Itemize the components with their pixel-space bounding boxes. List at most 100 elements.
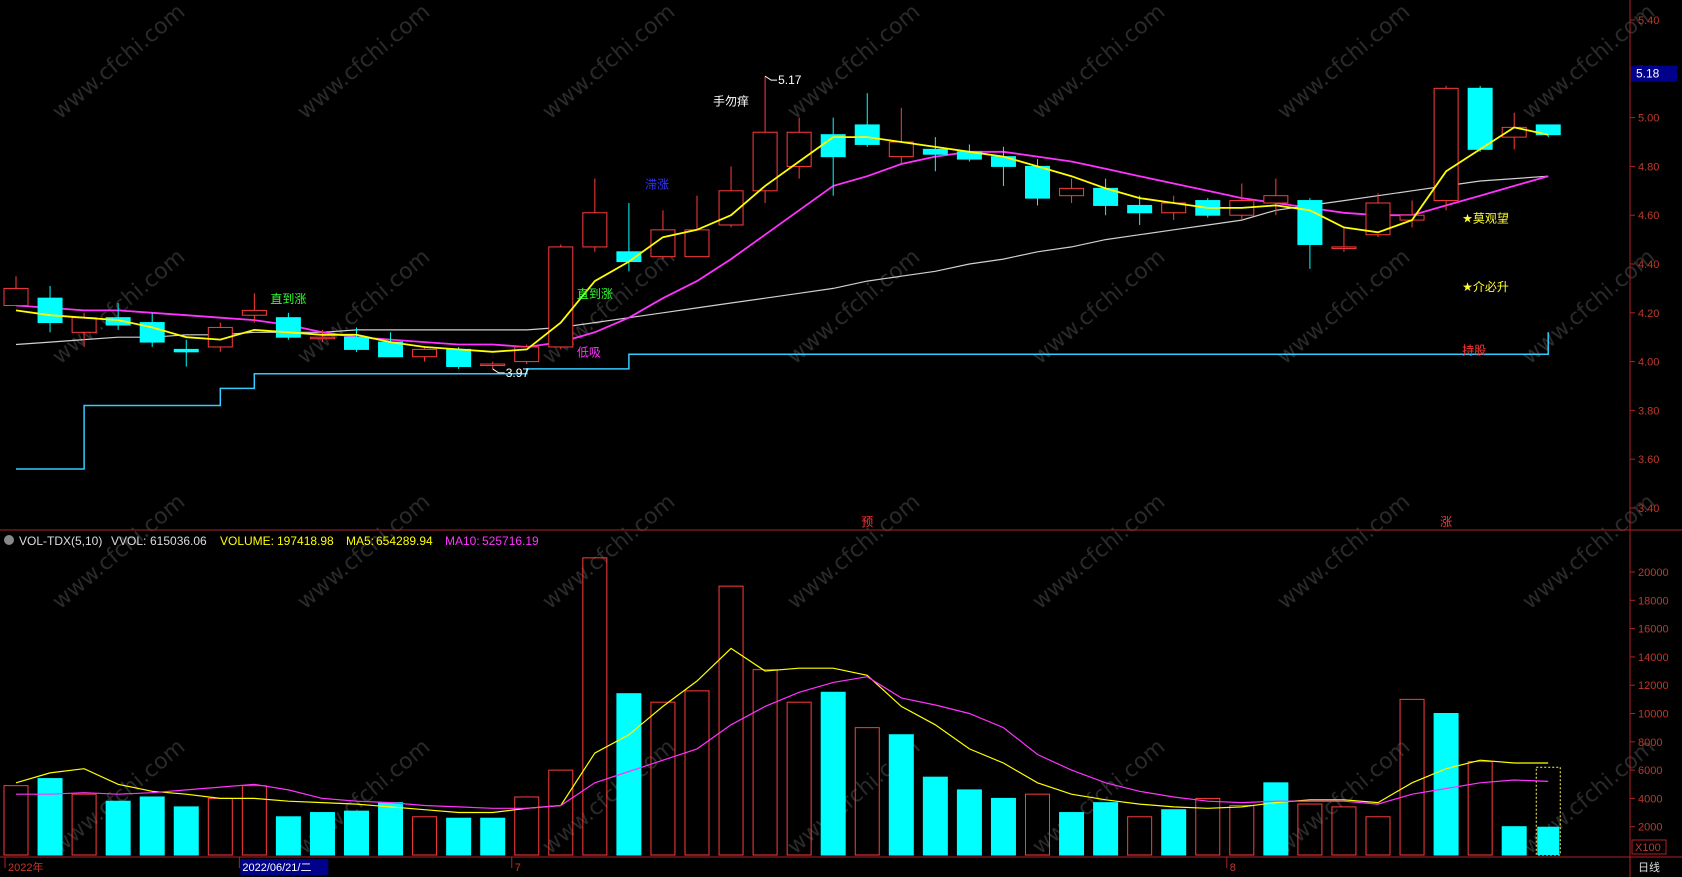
volume-bar[interactable]	[173, 806, 199, 856]
volume-bar[interactable]	[650, 701, 676, 856]
volume-bar[interactable]	[412, 816, 438, 856]
candle-body[interactable]	[378, 341, 404, 358]
candle-body[interactable]	[173, 348, 199, 353]
candle-body[interactable]	[582, 212, 608, 248]
volume-bar[interactable]	[480, 817, 506, 856]
volume-panel[interactable]	[3, 557, 1561, 856]
candle-body[interactable]	[480, 363, 506, 367]
watermark-text: www.cfchi.com	[1273, 0, 1415, 125]
candle-body[interactable]	[309, 336, 335, 340]
price-tick-label: 4.40	[1638, 259, 1659, 271]
candle-body[interactable]	[922, 148, 948, 155]
volume-bar[interactable]	[718, 585, 744, 856]
volume-ma5-line	[15, 647, 1549, 814]
price-tick-label: 4.80	[1638, 161, 1659, 173]
volume-bar[interactable]	[105, 800, 131, 856]
volume-tick-label: 4000	[1638, 793, 1662, 805]
candle-body[interactable]	[207, 326, 233, 348]
candle-body[interactable]	[275, 317, 301, 338]
volume-bar[interactable]	[207, 797, 233, 856]
candle-body[interactable]	[854, 124, 880, 145]
volume-tick-label: 12000	[1638, 680, 1669, 692]
candle-body[interactable]	[3, 287, 29, 306]
volume-bar[interactable]	[1093, 802, 1119, 856]
current-price-label: 5.18	[1636, 67, 1660, 81]
collapse-circle-icon[interactable]	[4, 535, 14, 545]
volume-bar[interactable]	[1161, 809, 1187, 856]
watermark-layer: www.cfchi.com www.cfchi.com www.cfchi.com w…	[48, 0, 1660, 860]
watermark-text: www.cfchi.com	[538, 0, 680, 125]
candle-body[interactable]	[1331, 246, 1357, 249]
volume-bar[interactable]	[378, 802, 404, 856]
volume-bar[interactable]	[1263, 782, 1289, 856]
volume-bar[interactable]	[3, 785, 29, 856]
volume-bar[interactable]	[1195, 797, 1221, 856]
candle-body[interactable]	[752, 131, 778, 192]
price-tick-label: 5.00	[1638, 113, 1659, 125]
volume-bar[interactable]	[37, 778, 63, 856]
candle-body[interactable]	[684, 229, 710, 258]
volume-bar[interactable]	[1467, 761, 1493, 856]
candle-body[interactable]	[1025, 165, 1050, 199]
volume-bar[interactable]	[888, 734, 914, 856]
volume-bar[interactable]	[1025, 793, 1050, 856]
candle-body[interactable]	[446, 348, 472, 367]
candle-body[interactable]	[1263, 195, 1289, 204]
volume-bar[interactable]	[514, 796, 540, 856]
volume-bar[interactable]	[446, 817, 472, 856]
volume-bar[interactable]	[854, 727, 880, 856]
volume-bar[interactable]	[956, 789, 982, 856]
volume-bar[interactable]	[922, 776, 948, 856]
signal-label: 低吸	[577, 346, 601, 360]
volume-bar[interactable]	[684, 690, 710, 856]
volume-bar[interactable]	[1399, 698, 1425, 856]
volume-bar[interactable]	[1433, 713, 1459, 856]
annotation-pointer	[492, 368, 505, 374]
watermark-text: www.cfchi.com	[1273, 734, 1415, 859]
date-label: 2022/06/21/二	[242, 862, 311, 874]
volume-bar[interactable]	[548, 769, 574, 856]
volume-bar[interactable]	[275, 816, 301, 856]
volume-bar[interactable]	[1365, 816, 1391, 856]
candle-body[interactable]	[344, 336, 369, 350]
volume-bar[interactable]	[582, 557, 608, 856]
volume-bar[interactable]	[1535, 766, 1561, 856]
candle-body[interactable]	[1297, 200, 1323, 245]
volume-bar[interactable]	[309, 812, 335, 856]
volume-bar[interactable]	[71, 793, 97, 856]
signal-label: 直到涨	[577, 286, 613, 301]
candle-body[interactable]	[37, 297, 63, 324]
price-tick-label: 4.60	[1638, 210, 1659, 222]
candle-body[interactable]	[71, 317, 97, 333]
volume-bar[interactable]	[1501, 826, 1527, 856]
volume-bar[interactable]	[786, 701, 812, 856]
volume-bar-today[interactable]	[1537, 826, 1560, 855]
watermark-text: www.cfchi.com	[783, 0, 925, 125]
volume-bar[interactable]	[1059, 812, 1085, 856]
volume-bar[interactable]	[1331, 806, 1357, 856]
volume-bar[interactable]	[1127, 816, 1153, 856]
ma10-line	[15, 150, 1549, 348]
candle-body[interactable]	[105, 317, 131, 326]
candle-body[interactable]	[1127, 204, 1153, 214]
volume-bar[interactable]	[990, 797, 1016, 856]
volume-bar[interactable]	[139, 796, 165, 856]
candle-body[interactable]	[888, 141, 914, 158]
ma5-label: MA5:	[346, 534, 374, 548]
candle-body[interactable]	[139, 322, 165, 343]
volume-bar[interactable]	[344, 810, 369, 856]
volume-bar[interactable]	[241, 785, 267, 856]
candle-body[interactable]	[1535, 124, 1561, 136]
volume-bar[interactable]	[1297, 803, 1323, 856]
candle-body[interactable]	[412, 348, 438, 358]
volume-bar[interactable]	[820, 691, 846, 856]
candle-body[interactable]	[1059, 187, 1085, 197]
candle-body[interactable]	[548, 246, 574, 348]
volume-bar[interactable]	[1229, 804, 1255, 856]
volume-bar[interactable]	[752, 669, 778, 856]
candle-body[interactable]	[1467, 87, 1493, 150]
candle-body[interactable]	[616, 251, 642, 263]
candle-body[interactable]	[241, 309, 267, 316]
